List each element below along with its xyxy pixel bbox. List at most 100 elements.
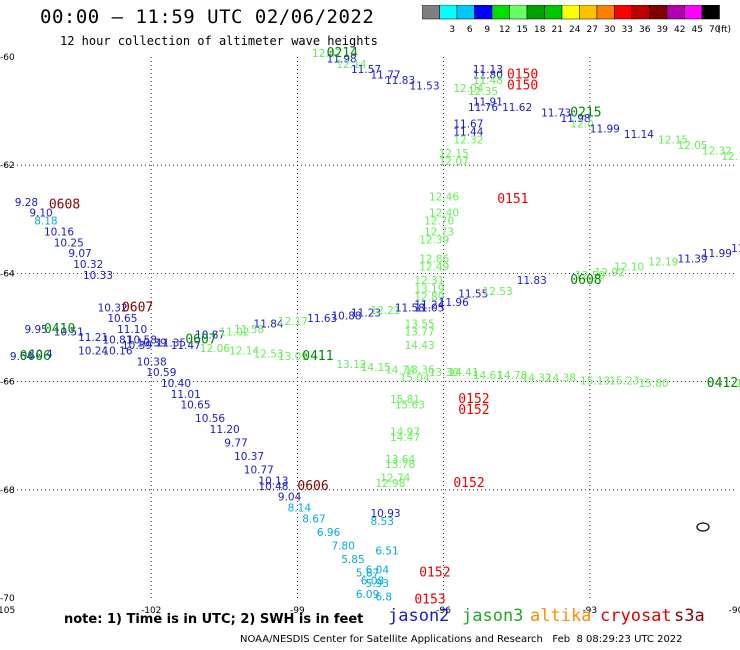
swh-value: 12.89 (414, 291, 444, 303)
swh-value: 6.96 (317, 527, 341, 539)
swh-value: 10.16 (102, 346, 132, 358)
swh-value: 14.97 (390, 427, 420, 439)
swh-value: 13.30 (429, 367, 459, 379)
x-tick-label: -99 (290, 606, 305, 616)
swh-value: 12.10 (614, 262, 644, 274)
swh-value: 12.32 (702, 145, 732, 157)
colorbar-tick-label: 12 (499, 25, 510, 35)
swh-value: 11.77 (371, 70, 401, 82)
swh-value: 15.81 (390, 394, 420, 406)
swh-value: 11.98 (327, 53, 357, 65)
swh-value: 12.53 (483, 286, 513, 298)
swh-value: 10.93 (371, 508, 401, 520)
swh-value: 12.92 (595, 267, 625, 279)
swh-value: 10.38 (137, 356, 167, 368)
swh-value: 10.16 (44, 227, 74, 239)
swh-value: 11.58 (395, 302, 425, 314)
swh-value: 15.80 (639, 378, 669, 390)
pass-time-label: 0152 (458, 392, 489, 407)
swh-value: 11.83 (385, 75, 415, 87)
swh-value: 11.13 (473, 64, 503, 76)
swh-value: 12.73 (424, 227, 454, 239)
pass-time-label: 0606 (20, 349, 51, 364)
swh-value: 6.09 (356, 589, 379, 601)
colorbar-swatch (701, 5, 720, 20)
swh-value: 14.43 (405, 340, 435, 352)
swh-value: 9.07 (68, 248, 91, 260)
swh-value: 9.95 (24, 324, 47, 336)
colorbar-tick-label: 70 (709, 25, 721, 35)
swh-value: 6.8 (375, 592, 392, 604)
swh-value: 13.09 (278, 351, 308, 363)
swh-value: 9.04 (278, 492, 302, 504)
swh-value: 10.87 (195, 329, 225, 341)
pass-time-label: 0152 (453, 476, 484, 491)
colorbar-tick-label: 33 (622, 25, 633, 35)
pass-time-label: 0151 (497, 192, 528, 207)
pass-time-label: 0412 (707, 376, 738, 391)
pass-time-label: 0214 (327, 46, 358, 61)
pass-time-label: 0411 (302, 349, 333, 364)
swh-value: 14.47 (390, 432, 420, 444)
swh-value: 10.56 (195, 413, 225, 425)
pass-time-label: 0607 (122, 300, 153, 315)
x-tick-label: -90 (729, 606, 740, 616)
swh-value: 12.47 (312, 48, 342, 60)
axis-tick-labels: -105 -102 -99 -96 -93 -90 -60 -62 -64 -66 -68 -70 (0, 53, 740, 616)
swh-value: 15.13 (580, 375, 610, 387)
legend-s3a: s3a (674, 606, 705, 626)
swh-value: 6.08 (361, 575, 384, 587)
colorbar-tick-label: 24 (569, 25, 581, 35)
footer-credit: NOAA/NESDIS Center for Satellite Applica… (240, 634, 683, 645)
colorbar-tick-label: 36 (639, 25, 651, 35)
colorbar-tick-label: 9 (484, 25, 490, 35)
colorbar-tick-label: 27 (587, 25, 598, 35)
swh-value: 11.44 (453, 126, 483, 138)
swh-value: 8.53 (371, 516, 394, 528)
swh-value: 14.32 (522, 373, 552, 385)
swh-value: 11.73 (541, 108, 571, 120)
swh-value: 11.55 (458, 289, 488, 301)
swh-value: 13.19 (414, 283, 444, 295)
swh-value: 11.24 (414, 300, 444, 312)
colorbar-tick-label: 45 (692, 25, 703, 35)
swh-value: 11.58 (234, 324, 264, 336)
colorbar-tick-label: 30 (604, 25, 616, 35)
swh-value: 11.10 (117, 324, 147, 336)
x-tick-label: -93 (582, 606, 597, 616)
swh-value: 10.88 (332, 310, 362, 322)
swh-value: 14.38 (546, 373, 576, 385)
y-tick-label: -60 (0, 53, 15, 63)
legend-altika: altika (530, 606, 592, 626)
swh-value: 12.14 (229, 346, 259, 358)
swh-value: 12.04 (453, 83, 483, 95)
swh-value: 14.15 (361, 362, 391, 374)
swh-value: 11.83 (517, 275, 547, 287)
swh-value: 14.61 (473, 370, 503, 382)
swh-value: 12.21 (371, 305, 401, 317)
swh-value: 13.78 (385, 459, 415, 471)
swh-value: 11.84 (254, 319, 284, 331)
wave-height-colorbar: 3 6 9 12 15 18 21 24 27 30 33 36 39 42 45 70(ft) (422, 5, 731, 35)
x-tick-label: -96 (436, 606, 451, 616)
colorbar-tick-label: 39 (657, 25, 669, 35)
colorbar-tick-label: 21 (552, 25, 563, 35)
swh-value: 11.05 (414, 302, 444, 314)
swh-value: 12.70 (424, 216, 454, 228)
swh-value: 10.65 (180, 400, 210, 412)
swh-value: 11.96 (439, 297, 469, 309)
island-outline (696, 522, 710, 532)
swh-value: 12.74 (380, 473, 410, 485)
swh-value: 12.14 (336, 59, 366, 71)
colorbar-tick-label: 42 (674, 25, 685, 35)
swh-value: 11.01 (171, 389, 201, 401)
map-subtitle: 12 hour collection of altimeter wave hei… (60, 34, 378, 48)
map-title: 00:00 – 11:59 UTC 02/06/2022 (40, 6, 375, 28)
y-tick-label: -66 (0, 378, 15, 388)
swh-value: 12.17 (278, 316, 308, 328)
swh-value: 14.74 (385, 364, 415, 376)
y-tick-label: -64 (0, 269, 15, 279)
swh-value: 11.62 (731, 243, 740, 255)
swh-value: 12.05 (678, 140, 708, 152)
swh-value: 11.48 (473, 75, 503, 87)
